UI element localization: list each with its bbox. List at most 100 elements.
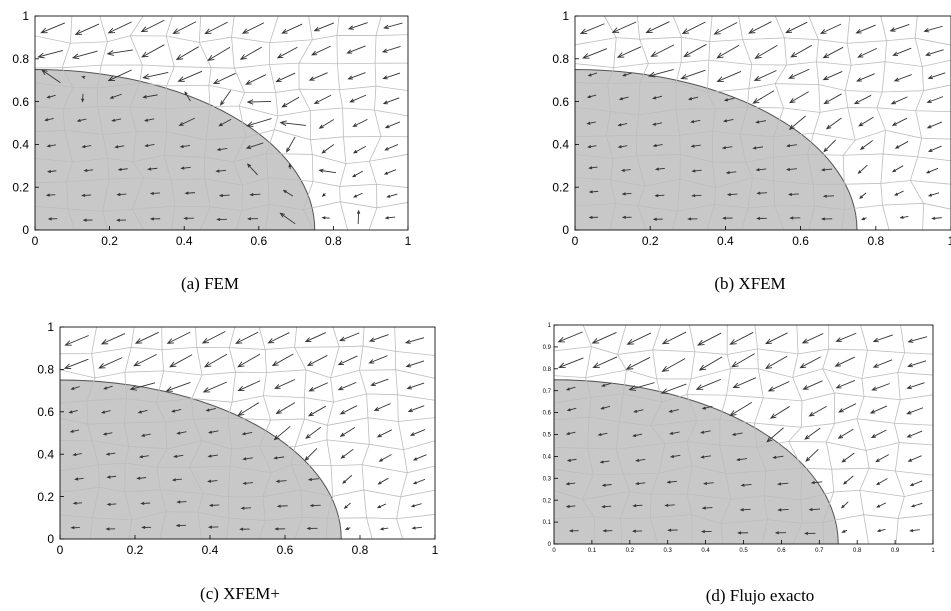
flow-arrow: [81, 76, 86, 80]
flow-arrow: [909, 480, 923, 487]
flow-arrow: [137, 409, 148, 414]
x-tick-label: 1: [405, 234, 412, 248]
flow-arrow: [351, 170, 364, 178]
flow-arrow: [247, 217, 258, 221]
vector-field: [63, 331, 427, 531]
flow-arrow: [621, 192, 632, 196]
flow-arrow: [777, 482, 789, 486]
flow-arrow: [906, 407, 924, 415]
flow-arrow: [41, 69, 61, 84]
flow-arrow: [384, 121, 401, 129]
mesh-line: [34, 201, 409, 212]
flow-arrow: [382, 97, 400, 105]
flow-arrow: [207, 454, 218, 458]
flow-arrow: [755, 120, 766, 124]
flow-arrow: [810, 481, 823, 485]
flow-arrow: [601, 382, 612, 387]
flow-arrow: [588, 190, 599, 194]
y-tick-label: 0: [22, 223, 29, 237]
y-tick-label: 0.2: [37, 490, 54, 504]
flow-arrow: [235, 331, 259, 344]
x-tick-label: 0.2: [642, 234, 659, 248]
flow-arrow: [307, 477, 319, 482]
flow-arrow: [632, 433, 643, 438]
flow-arrow: [654, 167, 665, 171]
flow-arrow: [835, 332, 857, 342]
flow-arrow: [141, 44, 165, 58]
flow-arrow: [805, 449, 819, 462]
flow-arrow: [129, 382, 156, 391]
flow-arrow: [46, 169, 57, 174]
flow-arrow: [286, 136, 296, 153]
flow-arrow: [208, 503, 220, 507]
mesh-line: [553, 465, 934, 476]
flow-arrow: [406, 382, 425, 390]
flow-arrow: [382, 72, 401, 80]
flow-arrow: [117, 167, 128, 172]
flow-arrow: [204, 21, 228, 35]
mesh-line: [336, 15, 348, 231]
flow-arrow: [633, 409, 644, 413]
mesh-line: [574, 202, 951, 212]
flow-arrow: [731, 353, 755, 368]
flow-arrow: [107, 21, 132, 34]
flow-arrow: [216, 147, 228, 151]
flow-arrow: [386, 193, 398, 198]
y-tick-label: 0.6: [552, 95, 569, 109]
flow-arrow: [76, 118, 87, 122]
flow-arrow: [376, 503, 387, 509]
flow-arrow: [207, 525, 219, 529]
flow-arrow: [242, 457, 253, 461]
flow-arrow: [68, 409, 78, 414]
mesh-line: [59, 439, 436, 451]
flow-arrow: [165, 381, 191, 392]
vector-field: [579, 21, 946, 221]
flow-arrow: [890, 96, 908, 105]
flow-arrow: [281, 96, 300, 108]
flow-arrow: [344, 526, 351, 530]
y-tick-label: 0.4: [552, 138, 569, 152]
flow-arrow: [869, 405, 888, 414]
mesh-line: [553, 392, 934, 404]
flow-arrow: [208, 430, 219, 434]
mesh-line: [856, 324, 870, 545]
flow-arrow: [789, 216, 801, 220]
flow-arrow: [841, 452, 855, 463]
y-tick-label: 1: [22, 9, 29, 23]
flow-arrow: [138, 455, 149, 459]
flow-arrow: [621, 215, 632, 219]
flow-arrow: [246, 99, 271, 105]
flow-arrow: [823, 139, 836, 153]
mesh-line: [574, 129, 951, 141]
flow-arrow: [81, 93, 85, 103]
flow-arrow: [245, 118, 272, 128]
flow-arrow: [218, 193, 230, 198]
flow-arrow: [680, 69, 706, 80]
flow-arrow: [183, 216, 194, 220]
flow-arrow: [764, 355, 788, 369]
mesh-line: [59, 393, 436, 404]
mesh-line: [163, 15, 176, 231]
y-tick-label: 0.9: [543, 345, 552, 351]
flow-arrow: [588, 215, 599, 219]
flow-arrow: [582, 48, 607, 59]
mesh-line: [34, 82, 409, 94]
x-tick-label: 0.2: [127, 543, 144, 557]
flow-arrow: [279, 120, 306, 127]
flow-arrow: [586, 121, 596, 125]
mesh-line: [574, 177, 951, 188]
flow-arrow: [249, 193, 261, 197]
x-tick-label: 0.8: [352, 543, 369, 557]
flow-arrow: [321, 216, 330, 220]
flow-arrow: [752, 146, 764, 150]
mesh-line: [129, 15, 145, 231]
flow-arrow: [766, 427, 784, 443]
flow-arrow: [748, 21, 772, 34]
flow-arrow: [368, 355, 388, 364]
x-tick-label: 0.8: [867, 234, 884, 248]
flow-arrow: [739, 508, 751, 512]
mesh-line: [553, 346, 934, 355]
y-tick-label: 0.8: [12, 52, 29, 66]
x-tick-label: 0.8: [325, 234, 342, 248]
flow-arrow: [891, 117, 908, 126]
